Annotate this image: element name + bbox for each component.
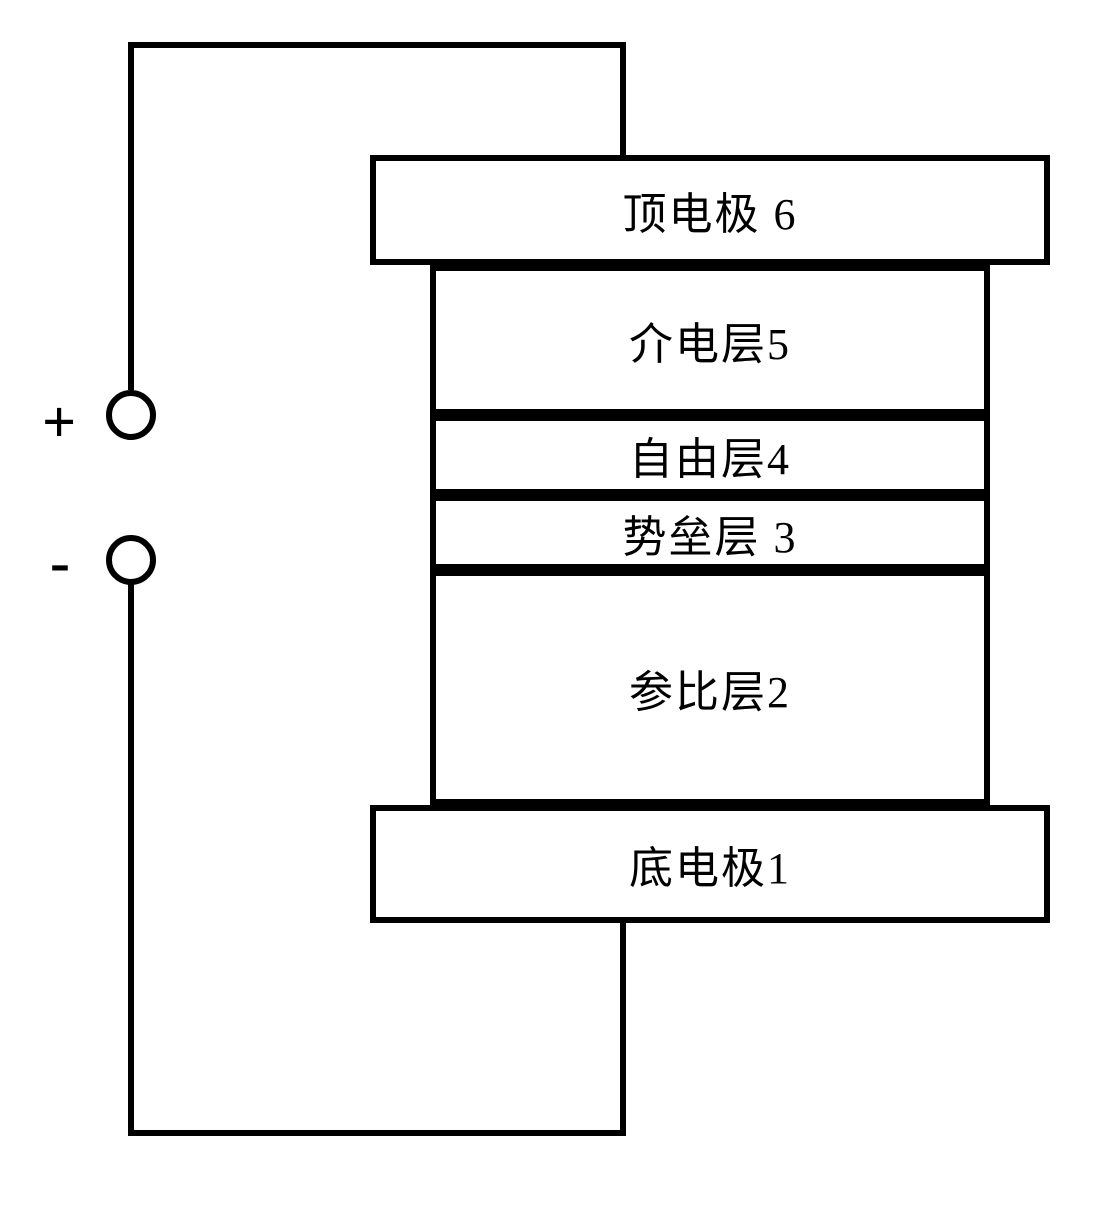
layer-bottom-electrode-label: 底电极1 <box>629 832 791 896</box>
wire-left-lower <box>128 560 134 1135</box>
sign-plus: + <box>42 388 76 457</box>
layer-barrier: 势垒层 3 <box>430 495 990 570</box>
layer-barrier-label: 势垒层 3 <box>623 501 798 565</box>
sign-minus: - <box>50 528 70 597</box>
layer-free-label: 自由层4 <box>629 423 791 487</box>
layer-free: 自由层4 <box>430 415 990 495</box>
terminal-minus <box>106 535 156 585</box>
wire-top-horiz <box>128 42 626 48</box>
terminal-plus <box>106 390 156 440</box>
layer-dielectric-label: 介电层5 <box>629 308 791 372</box>
layer-reference-label: 参比层2 <box>629 656 791 720</box>
wire-left-upper <box>128 42 134 390</box>
layer-reference: 参比层2 <box>430 570 990 805</box>
layer-top-electrode: 顶电极 6 <box>370 155 1050 265</box>
layer-dielectric: 介电层5 <box>430 265 990 415</box>
wire-bottom-vert <box>620 923 626 1135</box>
wire-bottom-horiz <box>128 1130 626 1136</box>
wire-top-vert <box>620 42 626 155</box>
layer-top-electrode-label: 顶电极 6 <box>623 178 798 242</box>
layer-bottom-electrode: 底电极1 <box>370 805 1050 923</box>
